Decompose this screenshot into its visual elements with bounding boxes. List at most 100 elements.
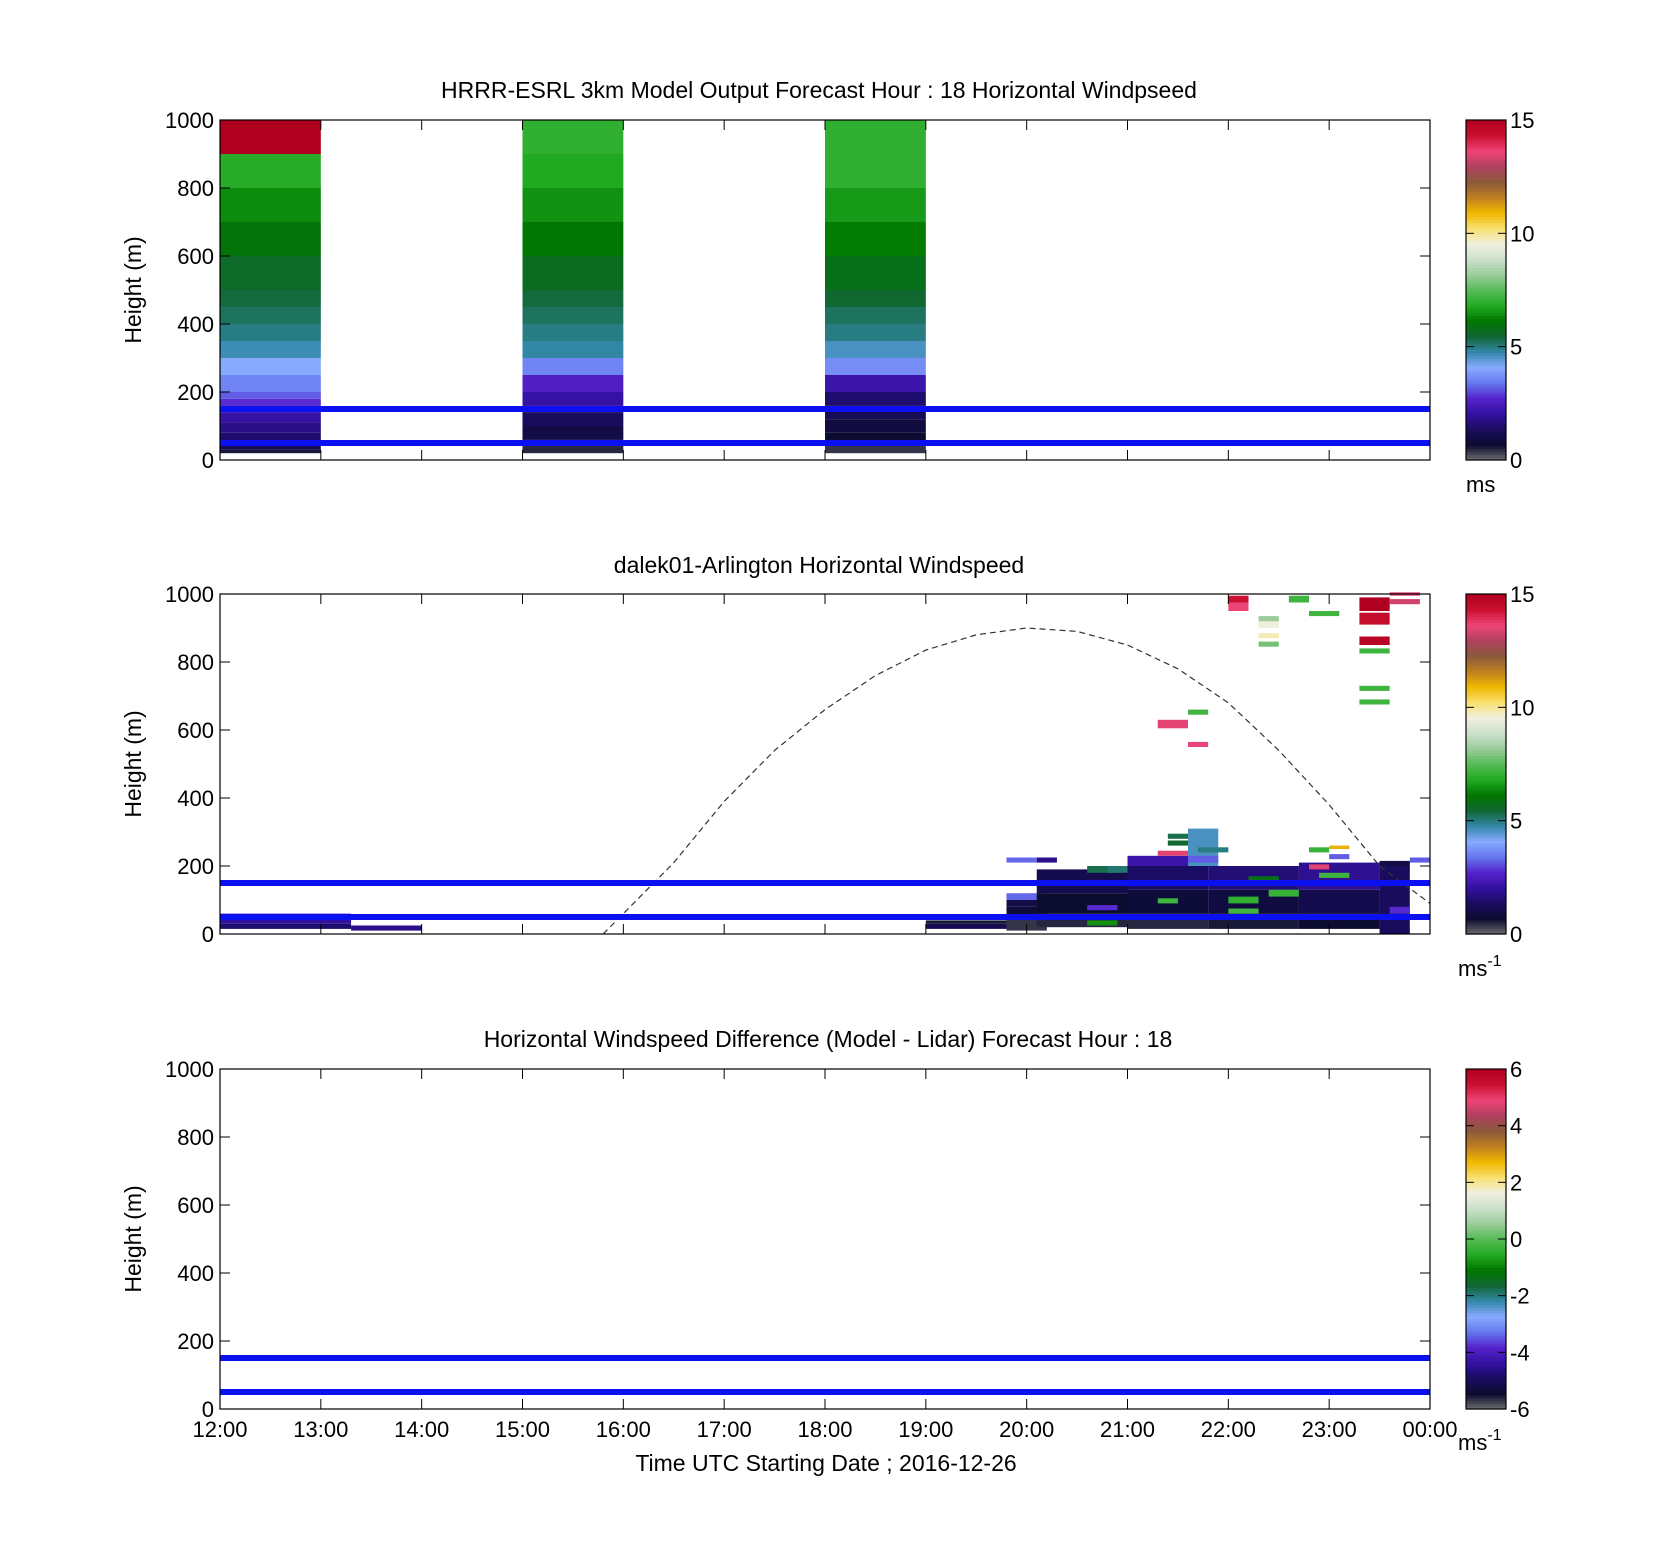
colorbar-segment xyxy=(1466,885,1506,890)
colorbar-segment xyxy=(1466,710,1506,714)
colorbar-segment xyxy=(1466,676,1506,680)
colorbar-segment xyxy=(1466,1199,1506,1203)
colorbar-segment xyxy=(1466,778,1506,782)
colorbar-segment xyxy=(1466,656,1506,660)
colorbar-segment xyxy=(1466,1366,1506,1370)
heatmap-cell xyxy=(925,920,1007,924)
colorbar-segment xyxy=(1466,1253,1506,1257)
heatmap-cell xyxy=(1309,864,1330,870)
heatmap-cell xyxy=(220,398,321,406)
colorbar-segment xyxy=(1466,769,1506,774)
colorbar-frame xyxy=(1465,593,1507,935)
colorbar-segment xyxy=(1466,633,1506,638)
heatmap-cell xyxy=(1309,611,1340,617)
colorbar-segment xyxy=(1466,411,1506,416)
y-tick-label: 600 xyxy=(177,1193,214,1218)
colorbar-segment xyxy=(1466,120,1506,124)
colorbar-segment xyxy=(1466,721,1506,725)
heatmap-cell xyxy=(1157,850,1188,856)
colorbar-segment xyxy=(1466,1332,1506,1336)
colorbar-segment xyxy=(1466,1159,1506,1164)
colorbar-tick-label: -6 xyxy=(1510,1397,1530,1422)
colorbar-segment xyxy=(1466,1091,1506,1096)
colorbar-segment xyxy=(1466,1343,1506,1348)
colorbar-segment xyxy=(1466,309,1506,314)
colorbar-segment xyxy=(1466,1069,1506,1073)
colorbar-segment xyxy=(1466,156,1506,161)
colorbar-segment xyxy=(1466,755,1506,759)
colorbar-segment xyxy=(1466,832,1506,836)
colorbar-segment xyxy=(1466,911,1506,915)
heatmap-cell xyxy=(1036,893,1128,914)
heatmap-cell xyxy=(1127,855,1209,866)
colorbar-segment xyxy=(1466,1287,1506,1291)
colorbar-segment xyxy=(1466,772,1506,776)
heatmap-cell xyxy=(825,419,926,433)
colorbar-segment xyxy=(1466,647,1506,652)
colorbar-segment xyxy=(1466,1151,1506,1155)
heatmap-cell xyxy=(1359,597,1390,611)
colorbar-segment xyxy=(1466,1389,1506,1393)
panel-lidar-reference-lines xyxy=(220,880,1430,920)
colorbar-segment xyxy=(1466,137,1506,141)
colorbar-segment xyxy=(1466,594,1506,598)
colorbar-segment xyxy=(1466,414,1506,419)
colorbar-segment xyxy=(1466,335,1506,339)
colorbar-segment xyxy=(1466,142,1506,147)
colorbar-segment xyxy=(1466,1168,1506,1172)
heatmap-cell xyxy=(1258,616,1279,622)
colorbar-segment xyxy=(1466,1230,1506,1234)
colorbar-segment xyxy=(1466,829,1506,833)
panel-difference-reference-lines xyxy=(220,1355,1430,1395)
colorbar-segment xyxy=(1466,386,1506,390)
colorbar-segment xyxy=(1466,1326,1506,1331)
colorbar-segment xyxy=(1466,134,1506,138)
colorbar-segment xyxy=(1466,809,1506,813)
heatmap-cell xyxy=(825,188,926,222)
colorbar-segment xyxy=(1466,1406,1506,1410)
y-tick-label: 600 xyxy=(177,718,214,743)
heatmap-cell xyxy=(1107,866,1138,873)
heatmap-cell xyxy=(1258,633,1279,639)
colorbar-segment xyxy=(1466,403,1506,407)
colorbar-segment xyxy=(1466,860,1506,864)
heatmap-cell xyxy=(1188,741,1209,747)
heatmap-cell xyxy=(522,222,624,256)
colorbar-segment xyxy=(1466,250,1506,254)
colorbar-segment xyxy=(1466,210,1506,215)
colorbar-segment xyxy=(1466,837,1506,842)
colorbar-segment xyxy=(1466,1190,1506,1195)
heatmap-cell xyxy=(220,307,321,324)
heatmap-cell xyxy=(1359,648,1390,654)
colorbar-segment xyxy=(1466,1360,1506,1365)
colorbar-segment xyxy=(1466,1086,1506,1090)
heatmap-cell xyxy=(220,256,321,290)
heatmap-cell xyxy=(825,358,926,375)
y-tick-label: 0 xyxy=(202,922,214,947)
colorbar-segment xyxy=(1466,1227,1506,1232)
heatmap-cell xyxy=(522,358,624,375)
colorbar-segment xyxy=(1466,1205,1506,1209)
x-tick-label: 14:00 xyxy=(394,1417,449,1442)
colorbar-segment xyxy=(1466,139,1506,144)
panel-model-colorbar-unit: ms xyxy=(1466,472,1495,497)
y-tick-label: 800 xyxy=(177,650,214,675)
heatmap-cell xyxy=(522,392,624,406)
heatmap-cell xyxy=(825,307,926,324)
colorbar-segment xyxy=(1466,786,1506,791)
x-tick-label: 22:00 xyxy=(1201,1417,1256,1442)
colorbar-segment xyxy=(1466,440,1506,444)
heatmap-cell xyxy=(220,358,321,375)
colorbar-segment xyxy=(1466,846,1506,850)
colorbar-segment xyxy=(1466,619,1506,623)
heatmap-cell xyxy=(825,290,926,307)
colorbar-segment xyxy=(1466,662,1506,666)
heatmap-cell xyxy=(1127,866,1209,890)
y-tick-label: 1000 xyxy=(165,582,214,607)
panel-model-cells xyxy=(220,120,926,454)
heatmap-cell xyxy=(522,324,624,341)
colorbar-segment xyxy=(1466,1239,1506,1243)
y-tick-label: 200 xyxy=(177,1329,214,1354)
colorbar-segment xyxy=(1466,128,1506,132)
heatmap-cell xyxy=(1359,685,1390,691)
